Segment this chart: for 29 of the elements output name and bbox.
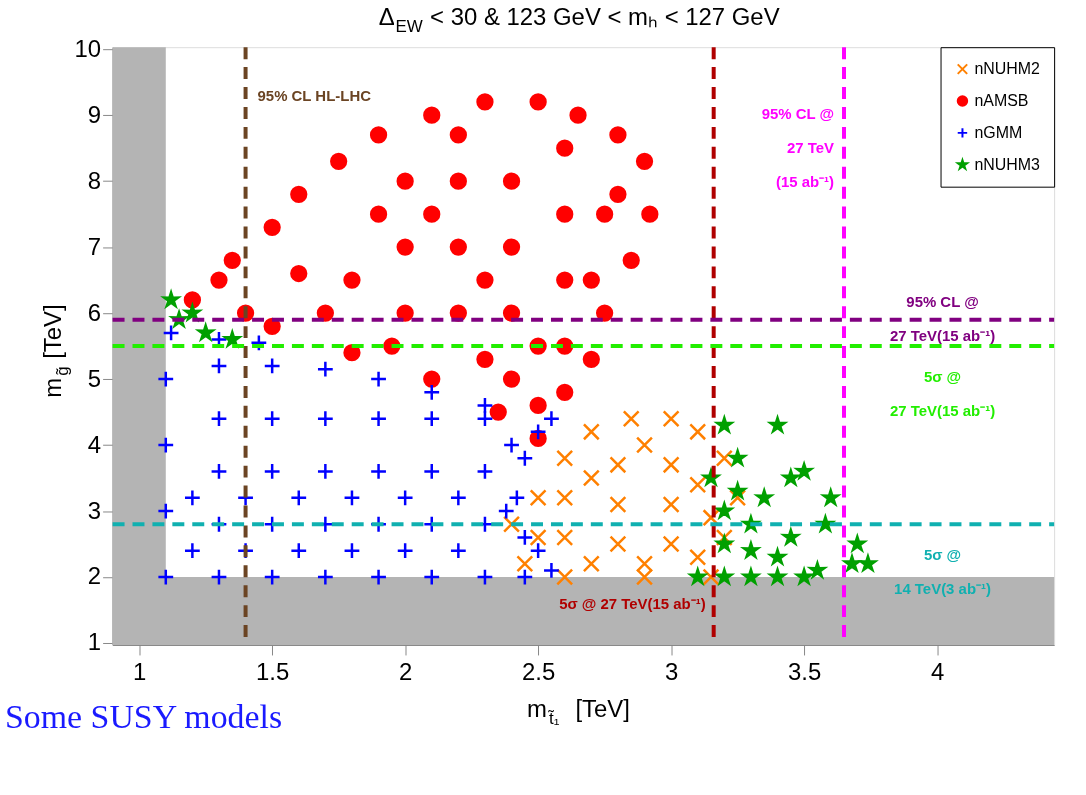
x-tick-label: 2 — [399, 658, 413, 686]
y-tick-label: 10 — [74, 34, 102, 62]
ref-line-label: 95% CL @ 27 TeV (15 ab⁻¹) — [761, 104, 835, 190]
x-tick-label: 2.5 — [522, 658, 556, 686]
ref-line-label: 95% CL @ 27 TeV(15 ab⁻¹) — [889, 292, 996, 344]
y-tick-label: 7 — [87, 232, 102, 260]
y-tick-label: 3 — [87, 496, 102, 524]
y-tick-label: 2 — [87, 562, 102, 590]
legend-label: nNUHM2 — [974, 60, 1041, 78]
ref-line-label: 5σ @ 27 TeV(15 ab⁻¹) — [889, 367, 996, 419]
ref-line-label: 5σ @ 14 TeV(3 ab⁻¹) — [894, 546, 991, 597]
x-tick-label: 4 — [930, 658, 945, 686]
legend-label: nGMM — [974, 123, 1023, 141]
y-tick-label: 1 — [87, 628, 102, 656]
y-tick-label: 4 — [87, 430, 102, 458]
y-tick-label: 8 — [87, 166, 102, 194]
x-tick-label: 3 — [664, 658, 679, 686]
ref-line-label: 95% CL HL-LHC — [257, 86, 372, 104]
y-tick-label: 6 — [87, 298, 102, 326]
y-tick-label: 5 — [87, 364, 102, 392]
legend-label: nNUHM3 — [974, 155, 1041, 173]
x-tick-label: 1 — [133, 658, 147, 686]
y-tick-label: 9 — [87, 100, 102, 128]
legend-label: nAMSB — [974, 91, 1029, 109]
x-tick-label: 1.5 — [256, 658, 290, 686]
ref-line-label: 5σ @ 27 TeV(15 ab⁻¹) — [559, 595, 706, 613]
text: Some SUSY models — [4, 697, 283, 735]
y-axis-title: mg̃ [TeV] — [38, 304, 72, 398]
x-tick-label: 3.5 — [787, 658, 822, 686]
